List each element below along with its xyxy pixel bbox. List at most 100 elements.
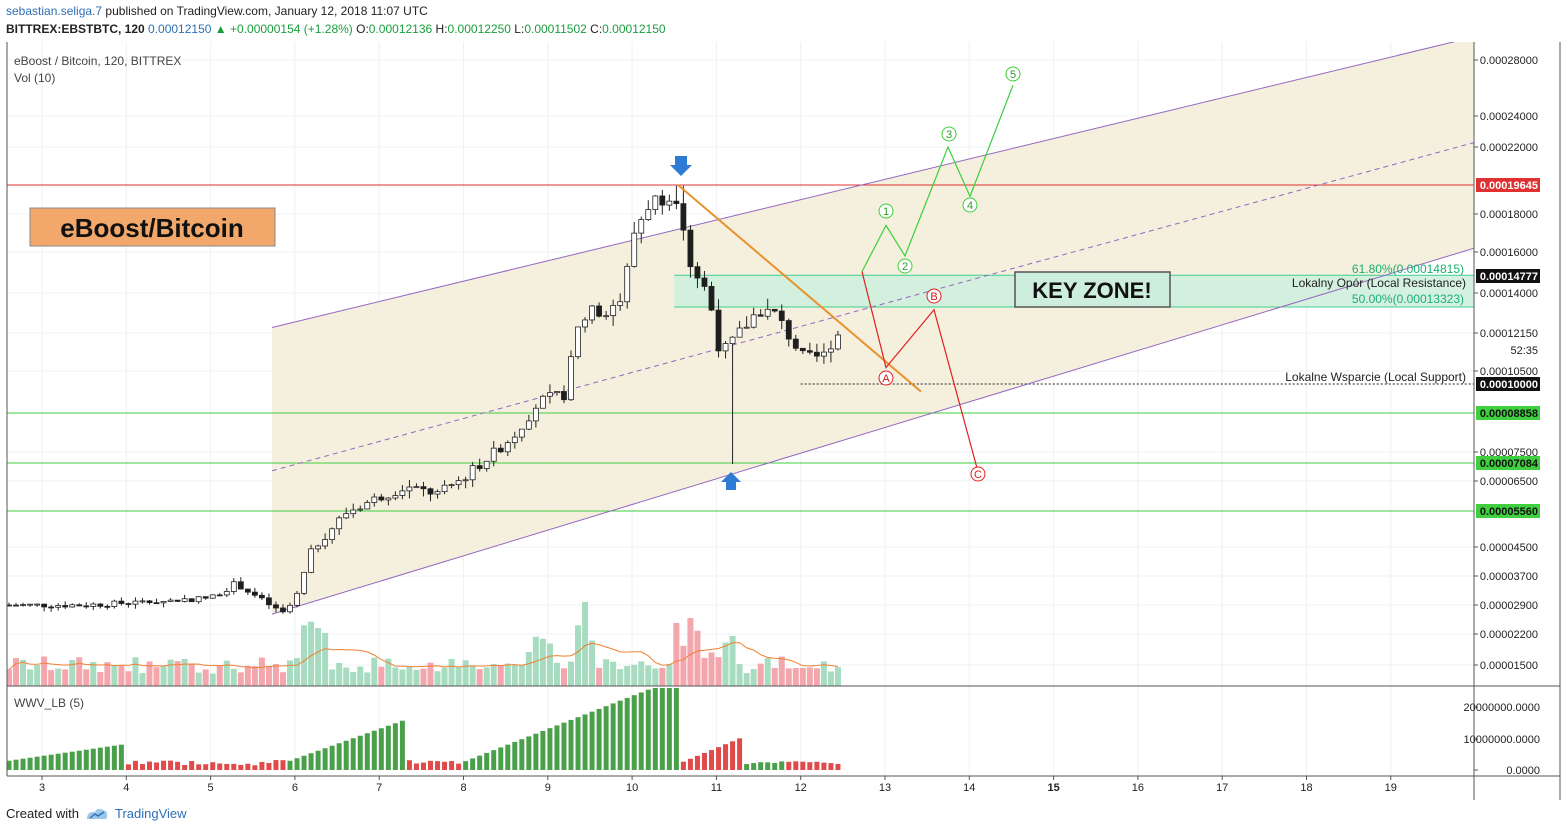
candle-body xyxy=(582,319,588,328)
wwv-bar xyxy=(491,750,497,770)
candle-body xyxy=(97,603,104,607)
wwv-bar xyxy=(399,720,405,770)
correction-wave-path xyxy=(861,271,979,472)
volume-bar xyxy=(244,665,251,686)
volume-bar xyxy=(357,666,364,686)
volume-bar xyxy=(350,672,357,686)
indicator-label: WWV_LB (5) xyxy=(14,696,84,710)
wwv-bar xyxy=(13,759,19,770)
wwv-bar xyxy=(125,764,131,770)
wave-marker-green xyxy=(897,258,913,274)
candle-body xyxy=(413,486,420,489)
price-label-box xyxy=(1476,178,1540,192)
price-label-text: 0.00007084 xyxy=(1480,458,1539,470)
price-tick-label: 0.00014000 xyxy=(1480,288,1538,300)
candle-body xyxy=(441,484,448,493)
wwv-bar xyxy=(62,752,68,770)
candle-body xyxy=(813,351,820,357)
volume-bar xyxy=(736,664,743,686)
indicator-tick-label: 10000000.0000 xyxy=(1464,734,1540,746)
channel-fill xyxy=(272,42,1474,615)
candle-body xyxy=(104,605,111,608)
volume-bar xyxy=(483,667,490,686)
volume-bar xyxy=(392,667,399,686)
fib-618-label: 61.80%(0.00014815) xyxy=(1352,262,1464,276)
price-tick-label: 0.00010500 xyxy=(1480,366,1538,378)
candle-body xyxy=(469,465,476,481)
volume-bar xyxy=(715,657,722,686)
candle-body xyxy=(399,490,406,496)
wwv-bar xyxy=(716,747,722,770)
wwv-bar xyxy=(104,746,110,770)
volume-bar xyxy=(617,669,624,686)
wave-marker-red xyxy=(970,466,986,482)
candle-body xyxy=(13,604,19,607)
candle-body xyxy=(434,491,441,495)
wwv-bar xyxy=(568,719,574,770)
time-tick-label: 4 xyxy=(123,782,129,794)
volume-bar xyxy=(462,660,469,686)
volume-bar xyxy=(448,659,455,686)
wwv-bar xyxy=(273,760,279,770)
wave-marker-red xyxy=(926,288,942,304)
indicator-tick-label: 0.0000 xyxy=(1506,765,1540,777)
volume-bar xyxy=(694,630,701,686)
wwv-bar xyxy=(55,753,61,770)
time-tick-label: 3 xyxy=(39,782,45,794)
tradingview-link[interactable]: TradingView xyxy=(114,806,187,821)
volume-bar xyxy=(41,656,48,686)
volume-bar xyxy=(610,661,617,686)
wwv-bar xyxy=(800,761,806,770)
volume-bar xyxy=(771,667,778,686)
wwv-bar xyxy=(807,762,813,770)
wwv-bar xyxy=(694,755,700,770)
volume-bar xyxy=(153,667,160,686)
candle-body xyxy=(251,591,258,596)
candle-body xyxy=(701,277,708,287)
candle-body xyxy=(315,545,322,550)
impulse-wave-path xyxy=(861,84,1014,272)
wwv-bar xyxy=(821,762,827,770)
wwv-bar xyxy=(27,757,33,770)
volume-bar xyxy=(497,665,504,686)
candle-body xyxy=(27,603,33,606)
candle-body xyxy=(547,392,553,397)
volume-bar xyxy=(413,669,420,686)
wwv-bar xyxy=(744,764,750,770)
candle-body xyxy=(596,305,602,317)
volume-bar xyxy=(251,666,258,686)
author-link[interactable]: sebastian.seliga.7 xyxy=(6,4,103,18)
candle-body xyxy=(385,497,392,501)
volume-bar xyxy=(48,670,55,686)
time-tick-label: 17 xyxy=(1216,782,1228,794)
candle-body xyxy=(518,428,525,438)
volume-bar xyxy=(13,658,20,686)
price-label-box xyxy=(1476,406,1540,420)
wwv-bar xyxy=(161,760,167,770)
candle-body xyxy=(568,356,574,401)
indicator-axis-ticks: 20000000.0000 10000000.0000 0.0000 xyxy=(1464,702,1540,777)
wwv-bar xyxy=(357,735,363,770)
volume-bar xyxy=(174,661,181,686)
wwv-bar xyxy=(7,760,12,770)
wwv-bar xyxy=(385,725,391,770)
wwv-bar xyxy=(315,750,321,770)
wwv-bar xyxy=(294,758,300,770)
main-label-box: eBoost/Bitcoin xyxy=(29,207,276,247)
wwv-bar xyxy=(765,762,771,770)
candle-body xyxy=(504,442,511,453)
candle-body xyxy=(575,326,581,358)
high-value: 0.00012250 xyxy=(447,22,511,36)
candle-body xyxy=(561,391,567,401)
wwv-bar xyxy=(350,738,356,770)
volume-bar xyxy=(406,666,413,686)
wwv-bar xyxy=(420,762,426,770)
wwv-bar xyxy=(111,745,117,770)
volume-bar xyxy=(673,622,680,686)
volume-bar xyxy=(701,657,708,686)
volume-bar xyxy=(589,640,596,686)
volume-bar xyxy=(729,635,736,686)
key-zone-label-box: KEY ZONE! xyxy=(1014,271,1171,308)
volume-bar xyxy=(146,661,153,686)
